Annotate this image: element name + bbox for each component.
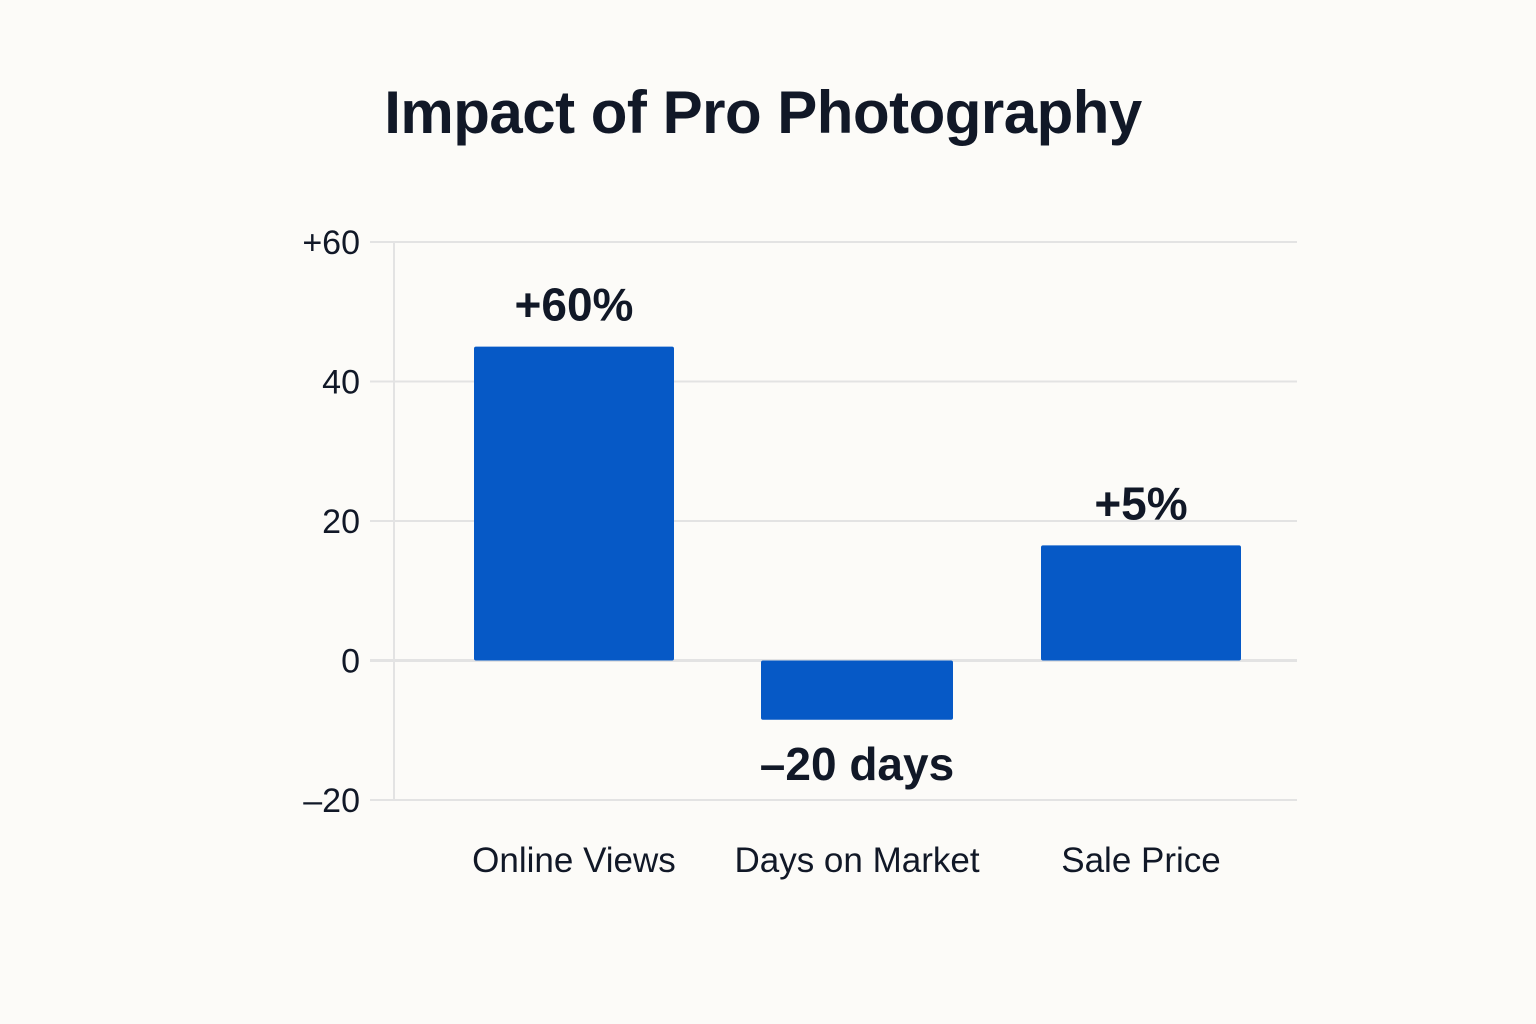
data-label: +5%: [1094, 477, 1187, 529]
bar: [1041, 545, 1241, 661]
y-tick-label: 20: [322, 503, 360, 541]
x-tick-label: Online Views: [472, 841, 676, 880]
x-tick-label: Days on Market: [734, 841, 979, 880]
y-tick-label: +60: [302, 224, 360, 262]
y-tick-label: –20: [303, 782, 360, 820]
bar: [474, 346, 674, 661]
y-tick-label: 40: [322, 364, 360, 402]
data-label: –20 days: [760, 738, 954, 790]
chart-title: Impact of Pro Photography: [384, 79, 1142, 146]
bar: [761, 660, 953, 720]
data-label: +60%: [515, 279, 634, 331]
y-tick-label: 0: [341, 643, 360, 681]
x-tick-label: Sale Price: [1061, 841, 1221, 880]
